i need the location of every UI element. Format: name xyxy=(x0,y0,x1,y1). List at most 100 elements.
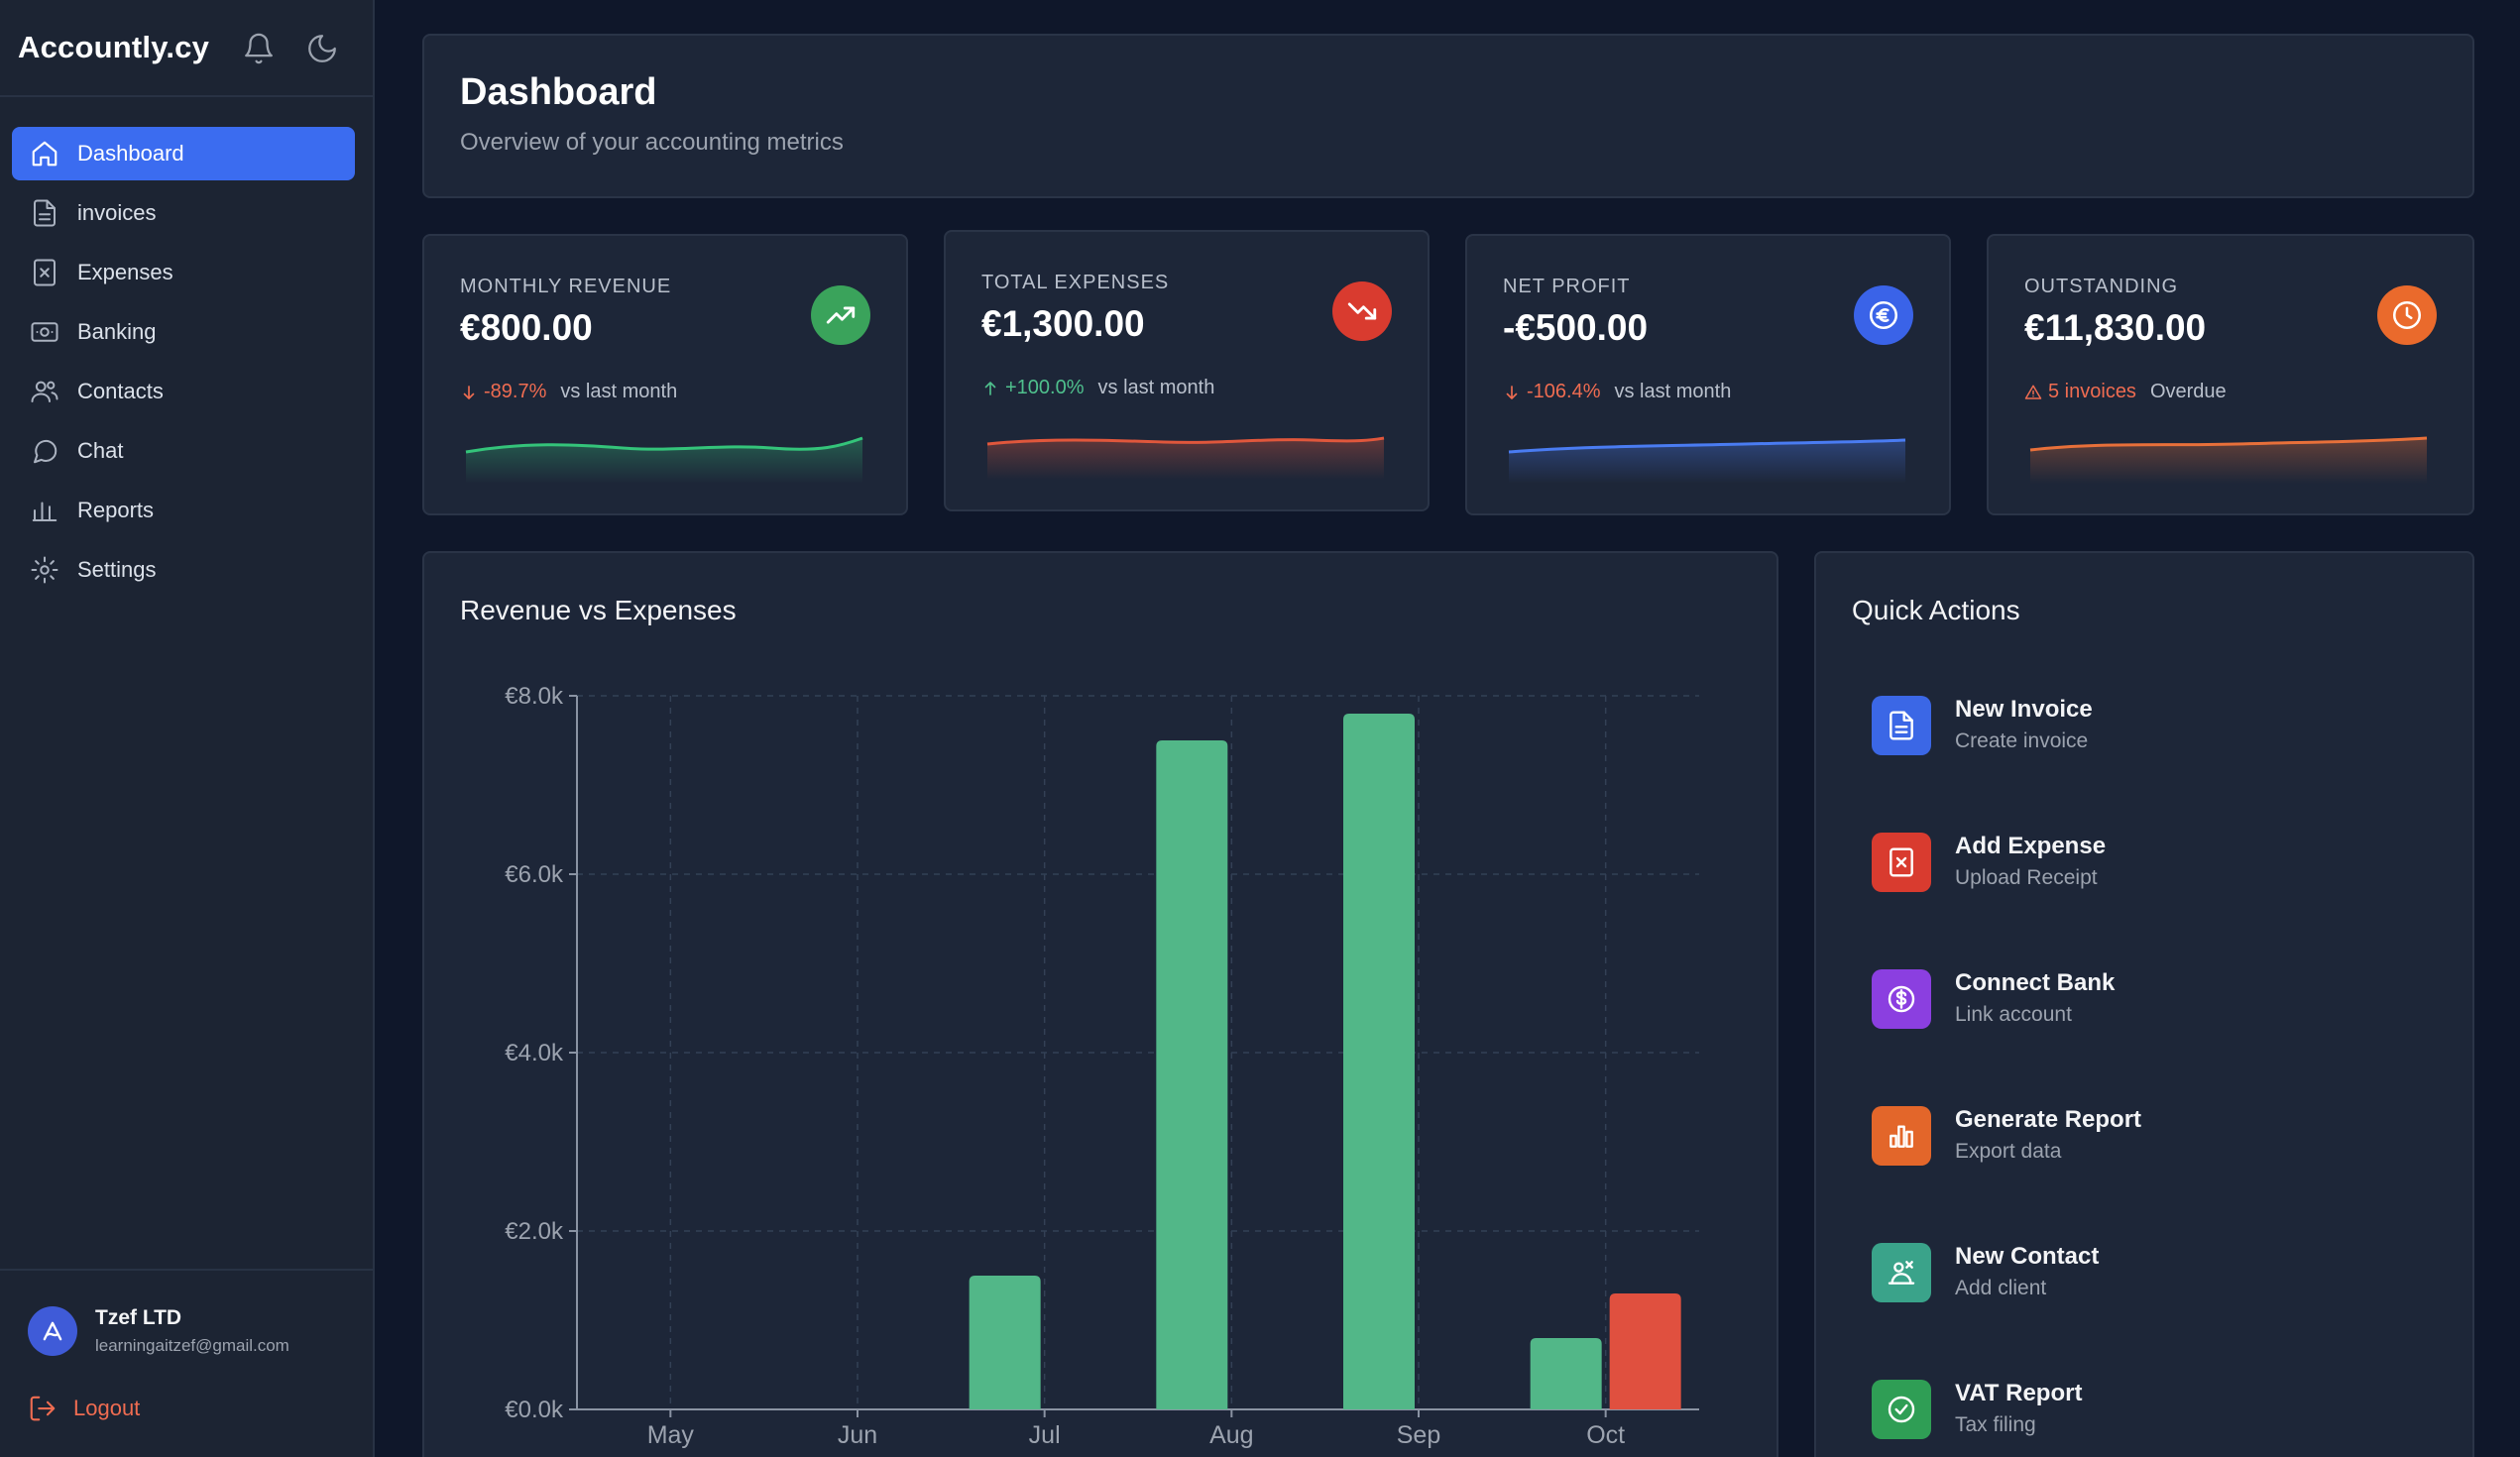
sidebar-nav: Dashboard invoices Expenses Banking Cont… xyxy=(12,127,355,603)
metric-label: NET PROFIT xyxy=(1503,276,1631,297)
sidebar-header: Accountly.cy xyxy=(0,0,373,97)
y-tick-label: €4.0k xyxy=(505,1040,564,1066)
metric-compare: Overdue xyxy=(2149,381,2227,402)
document-icon xyxy=(1872,696,1931,755)
quick-action-name: New Invoice xyxy=(1955,696,2093,723)
x-tick-label: Oct xyxy=(1586,1421,1625,1449)
banknote-icon xyxy=(30,317,59,347)
home-icon xyxy=(30,139,59,168)
sidebar-item-label: Expenses xyxy=(77,260,173,284)
logout-button[interactable]: Logout xyxy=(28,1394,140,1423)
sidebar-item-contacts[interactable]: Contacts xyxy=(12,365,355,418)
page-title: Dashboard xyxy=(460,71,657,113)
quick-action-add-expense[interactable]: Add Expense Upload Receipt xyxy=(1872,825,2427,904)
sidebar-item-settings[interactable]: Settings xyxy=(12,543,355,597)
quick-action-name: Add Expense xyxy=(1955,833,2107,859)
handshake-icon xyxy=(1872,1243,1931,1302)
user-panel: Tzef LTD learningaitzef@gmail.com Logout xyxy=(0,1269,373,1457)
quick-action-desc: Add client xyxy=(1955,1277,2047,1299)
quick-action-name: Generate Report xyxy=(1955,1106,2142,1133)
revenue-expenses-chart-card: Revenue vs Expenses €0.0k €2.0k €4.0k €6.0k… xyxy=(422,551,1778,1457)
metric-label: TOTAL EXPENSES xyxy=(981,272,1170,293)
trend-down-icon xyxy=(1332,281,1392,341)
sidebar-item-invoices[interactable]: invoices xyxy=(12,186,355,240)
metric-card-expenses: TOTAL EXPENSES €1,300.00 +100.0% vs last… xyxy=(944,230,1430,511)
sidebar-item-label: Banking xyxy=(77,319,157,344)
chart-bar xyxy=(1530,1338,1602,1409)
logout-icon xyxy=(30,1396,56,1421)
metric-value: €1,300.00 xyxy=(981,303,1145,344)
quick-action-name: Connect Bank xyxy=(1955,969,2116,996)
document-icon xyxy=(30,198,59,228)
quick-action-desc: Link account xyxy=(1955,1003,2072,1026)
sidebar-item-label: Settings xyxy=(77,557,157,582)
sidebar-item-expenses[interactable]: Expenses xyxy=(12,246,355,299)
quick-action-connect-bank[interactable]: Connect Bank Link account xyxy=(1872,961,2427,1041)
chart-bar xyxy=(969,1276,1041,1409)
sidebar-item-label: invoices xyxy=(77,200,157,225)
page-subtitle: Overview of your accounting metrics xyxy=(460,129,844,156)
chart-bar xyxy=(1156,740,1228,1409)
sidebar: Accountly.cy Dashboard invoices Expenses xyxy=(0,0,375,1457)
sidebar-item-dashboard[interactable]: Dashboard xyxy=(12,127,355,180)
sparkline xyxy=(986,436,1385,480)
moon-icon[interactable] xyxy=(305,32,339,65)
quick-action-desc: Upload Receipt xyxy=(1955,866,2098,889)
x-tick-label: Jul xyxy=(1029,1421,1061,1449)
metric-change: -89.7% vs last month xyxy=(460,381,677,403)
sparkline xyxy=(1508,438,1906,484)
metric-change-value[interactable]: 5 invoices xyxy=(2048,381,2136,402)
sidebar-item-reports[interactable]: Reports xyxy=(12,484,355,537)
sparkline xyxy=(2029,436,2428,484)
metric-change: -106.4% vs last month xyxy=(1503,381,1731,403)
quick-action-vat-report[interactable]: VAT Report Tax filing xyxy=(1872,1372,2427,1451)
sidebar-item-label: Contacts xyxy=(77,379,164,403)
x-tick-label: May xyxy=(647,1421,695,1449)
x-tick-label: Jun xyxy=(838,1421,877,1449)
user-email: learningaitzef@gmail.com xyxy=(95,1336,289,1355)
sidebar-item-banking[interactable]: Banking xyxy=(12,305,355,359)
receipt-icon xyxy=(1872,833,1931,892)
metric-label: MONTHLY REVENUE xyxy=(460,276,672,297)
arrow-down-icon xyxy=(1506,385,1518,399)
quick-action-new-invoice[interactable]: New Invoice Create invoice xyxy=(1872,688,2427,767)
chat-icon xyxy=(30,436,59,466)
metric-label: OUTSTANDING xyxy=(2024,276,2179,297)
bar-chart-icon xyxy=(1872,1106,1931,1166)
logout-label: Logout xyxy=(73,1396,141,1420)
clock-icon xyxy=(2377,285,2437,345)
user-name: Tzef LTD xyxy=(95,1306,182,1329)
y-tick-label: €2.0k xyxy=(505,1218,564,1245)
metric-change: +100.0% vs last month xyxy=(981,377,1214,399)
bell-icon[interactable] xyxy=(242,32,276,65)
y-tick-label: €8.0k xyxy=(505,683,564,710)
revenue-expenses-chart: €0.0k €2.0k €4.0k €6.0k €8.0k May Jun Jul Aug Sep… xyxy=(505,683,1699,1449)
users-icon xyxy=(30,377,59,406)
metric-change-value: +100.0% xyxy=(1005,377,1085,398)
arrow-up-icon xyxy=(984,381,996,395)
trend-up-icon xyxy=(811,285,870,345)
quick-action-desc: Create invoice xyxy=(1955,729,2089,752)
gear-icon xyxy=(30,555,59,585)
x-tick-label: Aug xyxy=(1209,1421,1253,1449)
warning-icon xyxy=(2024,385,2042,399)
sidebar-item-chat[interactable]: Chat xyxy=(12,424,355,478)
metric-card-revenue: MONTHLY REVENUE €800.00 -89.7% vs last m… xyxy=(422,234,908,515)
sidebar-item-label: Reports xyxy=(77,498,155,522)
dollar-circle-icon xyxy=(1872,969,1931,1029)
sparkline xyxy=(465,436,863,484)
avatar[interactable] xyxy=(28,1306,77,1356)
quick-action-new-contact[interactable]: New Contact Add client xyxy=(1872,1235,2427,1314)
brand-logo[interactable]: Accountly.cy xyxy=(18,30,210,64)
quick-action-desc: Tax filing xyxy=(1955,1413,2036,1436)
chart-bar xyxy=(1609,1293,1681,1409)
sidebar-item-label: Chat xyxy=(77,438,124,463)
quick-action-generate-report[interactable]: Generate Report Export data xyxy=(1872,1098,2427,1177)
quick-action-name: New Contact xyxy=(1955,1243,2100,1270)
metric-compare: vs last month xyxy=(560,381,678,402)
metric-value: €11,830.00 xyxy=(2024,307,2207,348)
metric-compare: vs last month xyxy=(1097,377,1215,398)
quick-action-name: VAT Report xyxy=(1955,1380,2083,1406)
euro-icon xyxy=(1854,285,1913,345)
